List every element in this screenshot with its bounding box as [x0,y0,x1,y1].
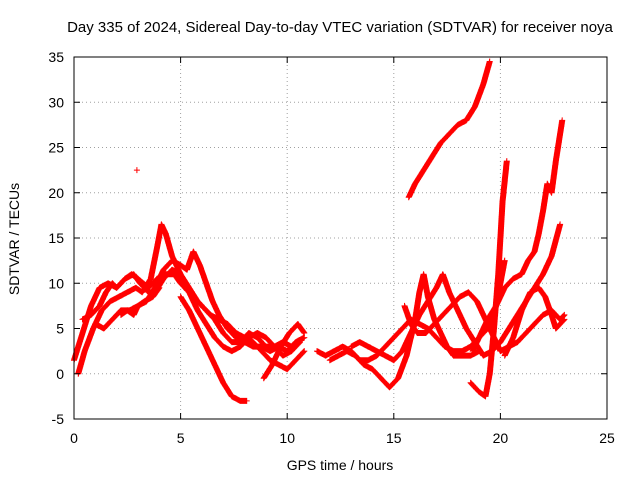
y-tick-label: 10 [48,275,64,291]
x-tick-label: 20 [493,430,509,446]
x-tick-label: 15 [386,430,402,446]
x-axis-label: GPS time / hours [287,457,394,473]
y-tick-label: 5 [56,321,64,337]
y-tick-label: 35 [48,49,64,65]
tick-labels: 0 5 10 15 20 25 -5 0 5 10 15 20 25 30 35 [48,49,615,446]
series-track-6 [260,321,308,382]
y-tick-label: -5 [52,411,65,427]
data-marks [117,284,163,318]
data-marks [401,289,568,355]
x-tick-label: 0 [70,430,78,446]
y-axis-label: SDTVAR / TECUs [6,183,22,295]
x-tick-label: 25 [599,430,615,446]
series-outlier-1 [133,167,140,174]
data-marks [260,321,308,382]
plot-frame [73,56,608,420]
data-marks [501,284,568,359]
data-marks [181,284,308,373]
data-marks [469,117,566,355]
data-marks [177,293,250,404]
ticks [73,56,608,420]
y-tick-label: 0 [56,366,64,382]
series-track-13 [469,117,566,355]
chart-title: Day 335 of 2024, Sidereal Day-to-day VTE… [67,19,613,36]
grid [74,57,607,419]
series-track-5 [181,284,308,373]
data-marks [133,167,140,174]
series-track-14 [501,284,568,359]
plot-points [71,58,568,404]
series-track-8 [326,271,483,391]
y-tick-label: 15 [48,230,64,246]
series-outlier-2 [117,284,163,318]
data-marks [326,271,483,391]
x-tick-label: 10 [279,430,295,446]
series-track-11 [405,58,493,201]
y-tick-label: 25 [48,140,64,156]
series-track-10 [401,289,568,355]
y-tick-label: 30 [48,94,64,110]
series-track-4 [177,293,250,404]
y-tick-label: 20 [48,185,64,201]
data-marks [405,58,493,201]
x-tick-label: 5 [177,430,185,446]
